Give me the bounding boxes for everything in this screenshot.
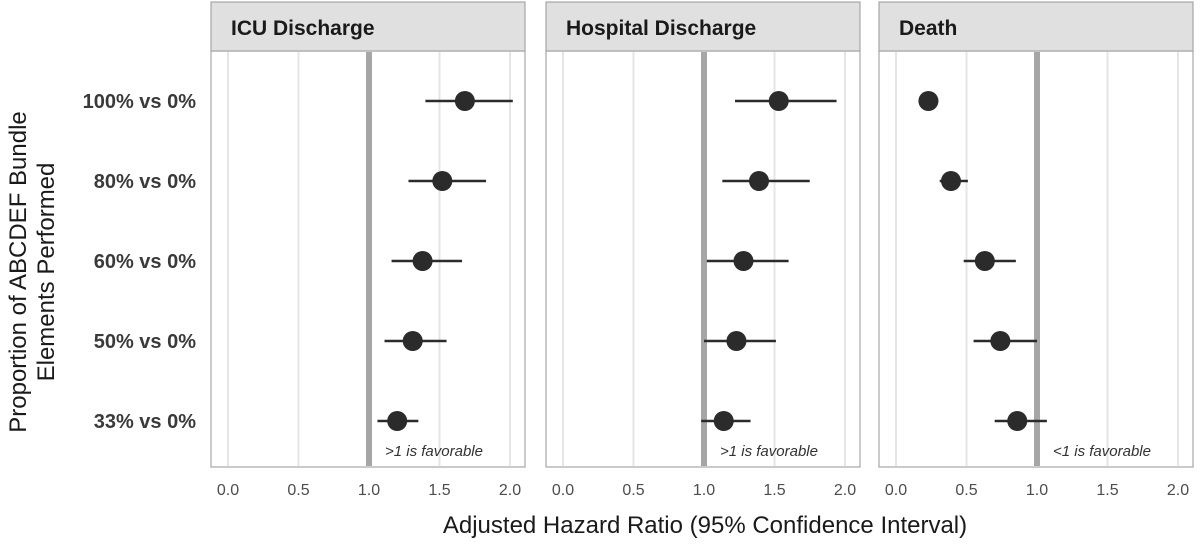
facet-strip [210,1,526,52]
point-estimate [1007,411,1028,431]
point-estimate [726,331,747,351]
point-estimate [733,251,754,271]
x-tick-label: 1.5 [428,482,450,499]
point-estimate [918,91,939,111]
x-tick-label: 0.0 [217,482,239,499]
point-estimate [432,171,453,191]
point-estimate [402,331,423,351]
point-estimate [940,171,961,191]
x-tick-label: 1.0 [693,482,715,499]
facet-strip [545,1,861,52]
facet-panels: ICU Discharge >1 is favorable 0.0 0.5 1.0 1.5… [210,1,1194,499]
point-estimate [990,331,1011,351]
x-tick-label: 0.0 [552,482,574,499]
point-estimate [974,251,995,271]
x-tick-label: 2.0 [1167,482,1189,499]
facet-panel: Hospital Discharge >1 is favorable 0.0 0.5 1… [545,1,861,499]
x-tick-label: 2.0 [499,482,521,499]
x-tick-label: 1.0 [1026,482,1048,499]
x-tick-label: 0.5 [622,482,644,499]
facet-title: Death [899,17,957,40]
x-tick-label: 0.5 [287,482,309,499]
y-axis-title: Proportion of ABCDEF BundleElements Perf… [5,111,60,433]
favorable-note: >1 is favorable [385,443,483,460]
facet-strip [878,1,1194,52]
point-estimate [713,411,734,431]
point-estimate [768,91,789,111]
point-estimate [748,171,769,191]
x-tick-label: 2.0 [834,482,856,499]
point-estimate [412,251,433,271]
facet-panel: Death <1 is favorable 0.0 0.5 1.0 1.5 2.0 [878,1,1194,499]
y-category-labels: 100% vs 0% 80% vs 0% 60% vs 0% 50% vs 0% 33%… [83,91,197,433]
y-axis-title-line: Elements Performed [33,163,60,382]
facet-title: Hospital Discharge [566,17,756,40]
x-tick-label: 1.5 [1096,482,1118,499]
point-estimate [387,411,408,431]
y-axis-title-line: Proportion of ABCDEF Bundle [5,111,32,433]
x-tick-label: 0.5 [955,482,977,499]
category-label: 60% vs 0% [94,251,197,273]
category-label: 100% vs 0% [83,91,197,113]
category-label: 50% vs 0% [94,331,197,353]
category-label: 80% vs 0% [94,171,197,193]
point-estimate [454,91,475,111]
x-axis-title: Adjusted Hazard Ratio (95% Confidence In… [443,512,967,539]
x-tick-label: 1.0 [358,482,380,499]
x-tick-label: 0.0 [885,482,907,499]
favorable-note: >1 is favorable [720,443,818,460]
category-label: 33% vs 0% [94,411,197,433]
favorable-note: <1 is favorable [1053,443,1151,460]
facet-title: ICU Discharge [231,17,375,40]
facet-panel: ICU Discharge >1 is favorable 0.0 0.5 1.0 1.5… [210,1,526,499]
x-tick-label: 1.5 [763,482,785,499]
